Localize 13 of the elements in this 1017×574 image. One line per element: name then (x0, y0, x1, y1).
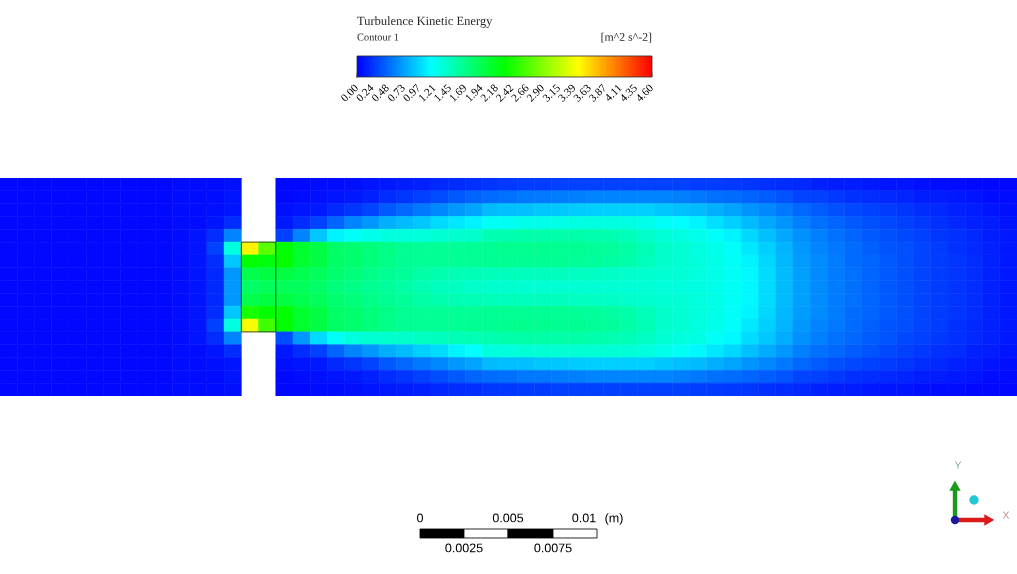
chart-title: Turbulence Kinetic Energy (357, 16, 493, 28)
color-bar-label: 0.73 (387, 83, 406, 103)
text: 0.005 (492, 513, 524, 523)
color-bar-label: 3.15 (542, 83, 561, 103)
color-bar-title: [m^2 s^-2] (601, 32, 652, 43)
text: 0.0025 (445, 543, 483, 553)
chart-subtitle: Contour 1 (357, 33, 399, 41)
text: Y (954, 461, 962, 469)
text: 0.0075 (534, 543, 572, 553)
text: X (1002, 511, 1010, 519)
text: 0.01 (572, 513, 596, 523)
text: (m) (605, 513, 623, 525)
text: 0 (417, 513, 423, 523)
